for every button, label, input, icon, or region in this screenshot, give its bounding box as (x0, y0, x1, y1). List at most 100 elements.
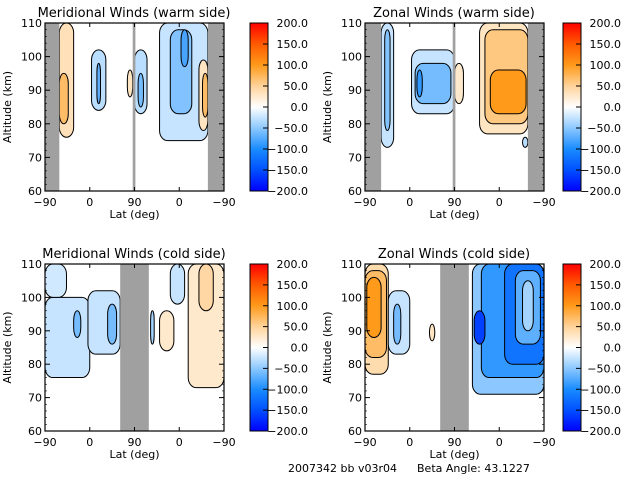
contour-region (137, 72, 144, 108)
x-tick-label: −90 (353, 196, 376, 209)
colorbar-tick-label: −200.0 (267, 425, 308, 438)
y-tick-label: 90 (28, 325, 42, 338)
x-tick-label: −90 (532, 196, 555, 209)
colorbar-tick-label: −200.0 (267, 185, 308, 198)
y-tick-label: 60 (348, 425, 362, 438)
x-tick-label: −90 (33, 436, 56, 449)
colorbar-tick-label: 200.0 (590, 258, 622, 271)
y-tick-label: 80 (348, 358, 362, 371)
contour-region (473, 310, 486, 345)
y-tick-label: 70 (348, 392, 362, 405)
x-tick-label: 0 (406, 436, 413, 449)
panel-3: Meridional Winds (cold side) 60 70 80 90 100 1… (1, 247, 308, 461)
x-axis-label: Lat (deg) (430, 208, 480, 221)
y-tick-label: 110 (21, 17, 42, 30)
x-tick-label: 0 (86, 436, 93, 449)
contour-region (45, 264, 67, 298)
colorbar-tick-label: 150.0 (590, 38, 622, 51)
x-tick-label: 0 (496, 436, 503, 449)
colorbar-tick-label: −150.0 (267, 404, 308, 417)
colorbar-tick-label: −100.0 (267, 383, 308, 396)
y-axis-label: Altitude (km) (1, 71, 14, 143)
y-tick-label: 100 (341, 51, 362, 64)
colorbar-tick-label: −150.0 (267, 164, 308, 177)
x-tick-label: 90 (448, 436, 462, 449)
y-tick-label: 110 (341, 258, 362, 271)
y-axis-label: Altitude (km) (321, 311, 334, 383)
x-tick-label: 0 (86, 196, 93, 209)
x-tick-label: −90 (532, 436, 555, 449)
colorbar-tick-label: 50.0 (597, 321, 622, 334)
x-tick-label: −90 (33, 196, 56, 209)
chart-title: Zonal Winds (cold side) (378, 247, 530, 262)
colorbar-tick-label: −100.0 (580, 383, 621, 396)
colorbar-tick-label: −150.0 (580, 404, 621, 417)
y-tick-label: 70 (28, 392, 42, 405)
y-tick-label: 70 (348, 151, 362, 164)
y-tick-label: 80 (28, 118, 42, 131)
contour-region (416, 69, 423, 98)
contour-region (73, 310, 82, 338)
y-tick-label: 100 (21, 51, 42, 64)
chart-title: Zonal Winds (warm side) (373, 6, 535, 21)
chart-title: Meridional Winds (warm side) (38, 6, 231, 21)
x-tick-label: 0 (496, 196, 503, 209)
y-axis-label: Altitude (km) (321, 71, 334, 143)
colorbar-tick-label: 0.0 (604, 342, 622, 355)
colorbar-tick-label: −150.0 (580, 164, 621, 177)
colorbar-tick-label: 100.0 (590, 59, 622, 72)
contour-region (169, 264, 186, 305)
y-tick-label: 110 (21, 258, 42, 271)
colorbar-tick-label: 0.0 (604, 101, 622, 114)
contour-region (522, 280, 534, 332)
panel-4: Zonal Winds (cold side) 60 70 80 90 100 110 −90… (321, 247, 621, 461)
y-tick-label: 90 (348, 325, 362, 338)
colorbar-tick-label: 150.0 (590, 279, 622, 292)
no-data-band (45, 23, 60, 191)
contour-region (107, 303, 118, 345)
colorbar-tick-label: −100.0 (580, 143, 621, 156)
no-data-band (527, 23, 544, 191)
colorbar-tick-label: 200.0 (277, 17, 309, 30)
x-tick-label: −90 (212, 196, 235, 209)
no-data-band (120, 264, 149, 431)
colorbar-tick-label: 0.0 (291, 101, 309, 114)
y-tick-label: 60 (28, 425, 42, 438)
y-tick-label: 90 (348, 84, 362, 97)
y-tick-label: 100 (21, 291, 42, 304)
contour-region (454, 62, 464, 105)
x-axis-label: Lat (deg) (110, 448, 160, 461)
contour-region (202, 72, 209, 118)
colorbar-tick-label: −50.0 (587, 362, 621, 375)
y-tick-label: 90 (28, 84, 42, 97)
panel-1: Meridional Winds (warm side) 60 70 80 90 100 1… (1, 6, 308, 221)
colorbar-tick-label: 150.0 (277, 279, 309, 292)
contour-region (393, 303, 402, 345)
x-tick-label: 90 (128, 436, 142, 449)
y-tick-label: 80 (28, 358, 42, 371)
footer-date-code: 2007342 bb v03r04 (288, 462, 397, 475)
colorbar-tick-label: 100.0 (277, 59, 309, 72)
x-tick-label: 0 (176, 196, 183, 209)
y-axis-label: Altitude (km) (1, 311, 14, 383)
x-axis-label: Lat (deg) (110, 208, 160, 221)
colorbar-tick-label: −100.0 (267, 143, 308, 156)
y-tick-label: 70 (28, 151, 42, 164)
colorbar-tick-label: 0.0 (291, 342, 309, 355)
contour-region (58, 72, 69, 125)
y-tick-label: 110 (341, 17, 362, 30)
contour-region (180, 29, 189, 68)
chart-title: Meridional Winds (cold side) (42, 247, 225, 262)
y-tick-label: 80 (348, 118, 362, 131)
contour-region (150, 310, 155, 345)
x-tick-label: 90 (128, 196, 142, 209)
colorbar-tick-label: −50.0 (587, 122, 621, 135)
footer-beta-angle: Beta Angle: 43.1227 (417, 462, 530, 475)
no-data-band (207, 23, 224, 191)
colorbar-tick-label: 100.0 (590, 300, 622, 313)
x-axis-label: Lat (deg) (430, 448, 480, 461)
contour-region (126, 69, 134, 98)
contour-region (428, 323, 436, 342)
colorbar-tick-label: 50.0 (284, 80, 309, 93)
